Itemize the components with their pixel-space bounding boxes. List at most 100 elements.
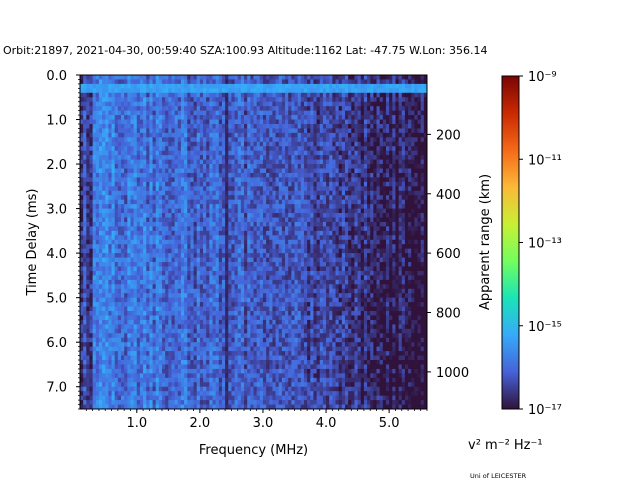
heatmap-cell xyxy=(80,101,84,107)
heatmap-cell xyxy=(102,132,106,138)
heatmap-cell xyxy=(281,159,286,165)
heatmap-cell xyxy=(212,123,217,129)
heatmap-cell xyxy=(307,132,311,138)
heatmap-cell xyxy=(83,239,87,245)
heatmap-cell xyxy=(379,115,384,120)
heatmap-cell xyxy=(240,128,245,134)
heatmap-cell xyxy=(382,123,387,129)
heatmap-cell xyxy=(250,239,254,245)
heatmap-cell xyxy=(297,101,302,107)
heatmap-cell xyxy=(313,248,317,254)
heatmap-cell xyxy=(190,128,194,134)
heatmap-cell xyxy=(354,123,358,129)
heatmap-cell xyxy=(385,128,390,134)
heatmap-cell xyxy=(417,123,422,129)
heatmap-cell xyxy=(199,195,204,201)
heatmap-cell xyxy=(171,132,176,138)
heatmap-cell xyxy=(124,172,128,178)
heatmap-cell xyxy=(117,226,122,232)
heatmap-cell xyxy=(385,235,390,241)
heatmap-cell xyxy=(423,221,428,227)
heatmap-cell xyxy=(382,75,387,80)
heatmap-cell xyxy=(373,132,377,138)
heatmap-cell xyxy=(313,244,317,250)
heatmap-cell xyxy=(218,155,223,161)
heatmap-cell xyxy=(146,262,150,267)
heatmap-cell xyxy=(300,132,305,138)
heatmap-cell xyxy=(168,101,172,107)
heatmap-cell xyxy=(155,141,160,147)
heatmap-cell xyxy=(133,199,138,205)
heatmap-cell xyxy=(124,150,128,156)
heatmap-cell xyxy=(357,253,362,258)
heatmap-cell xyxy=(108,190,112,196)
heatmap-cell xyxy=(80,213,84,218)
heatmap-cell xyxy=(395,132,400,138)
heatmap-cell xyxy=(332,190,336,196)
heatmap-cell xyxy=(288,226,292,232)
heatmap-cell xyxy=(373,83,377,89)
heatmap-cell xyxy=(385,155,390,161)
heatmap-cell xyxy=(203,230,207,236)
heatmap-cell xyxy=(401,106,406,112)
heatmap-cell xyxy=(228,213,232,218)
heatmap-cell xyxy=(310,79,314,85)
heatmap-cell xyxy=(234,97,239,103)
heatmap-cell xyxy=(313,159,317,165)
heatmap-cell xyxy=(367,155,371,161)
heatmap-cell xyxy=(98,213,103,218)
heatmap-cell xyxy=(121,253,125,258)
heatmap-cell xyxy=(203,208,207,214)
heatmap-cell xyxy=(367,119,371,125)
heatmap-cell xyxy=(174,217,179,223)
heatmap-cell xyxy=(240,159,245,165)
heatmap-cell xyxy=(408,137,412,143)
heatmap-cell xyxy=(382,213,387,218)
heatmap-cell xyxy=(158,221,163,227)
heatmap-cell xyxy=(190,141,194,147)
heatmap-cell xyxy=(212,164,217,169)
heatmap-cell xyxy=(111,248,116,254)
heatmap-cell xyxy=(177,257,182,263)
heatmap-cell xyxy=(98,275,103,281)
heatmap-cell xyxy=(275,181,280,187)
heatmap-cell xyxy=(275,217,280,223)
heatmap-cell xyxy=(80,110,84,116)
heatmap-cell xyxy=(389,230,393,236)
heatmap-cell xyxy=(80,79,84,85)
heatmap-cell xyxy=(313,190,317,196)
heatmap-cell xyxy=(307,146,311,152)
heatmap-cell xyxy=(215,270,220,276)
heatmap-cell xyxy=(363,88,368,94)
heatmap-cell xyxy=(344,235,349,241)
heatmap-cell xyxy=(215,132,220,138)
heatmap-cell xyxy=(117,275,122,281)
heatmap-cell xyxy=(411,266,415,272)
heatmap-cell xyxy=(244,97,248,103)
heatmap-cell xyxy=(262,257,267,263)
heatmap-cell xyxy=(139,97,144,103)
heatmap-cell xyxy=(262,83,267,89)
heatmap-cell xyxy=(382,110,387,116)
heatmap-cell xyxy=(108,159,112,165)
heatmap-cell xyxy=(367,270,371,276)
heatmap-cell xyxy=(209,275,213,281)
heatmap-cell xyxy=(300,146,305,152)
heatmap-cell xyxy=(385,146,390,152)
heatmap-cell xyxy=(244,128,248,134)
heatmap-cell xyxy=(199,164,204,169)
heatmap-cell xyxy=(225,235,229,241)
heatmap-cell xyxy=(278,75,283,80)
heatmap-cell xyxy=(152,181,157,187)
heatmap-cell xyxy=(234,208,239,214)
heatmap-cell xyxy=(389,248,393,254)
heatmap-cell xyxy=(335,79,340,85)
heatmap-cell xyxy=(417,177,422,183)
heatmap-cell xyxy=(278,204,283,209)
heatmap-cell xyxy=(332,75,336,80)
heatmap-cell xyxy=(237,88,242,94)
heatmap-cell xyxy=(326,270,330,276)
heatmap-cell xyxy=(171,159,176,165)
heatmap-cell xyxy=(344,226,349,232)
heatmap-cell xyxy=(180,159,185,165)
